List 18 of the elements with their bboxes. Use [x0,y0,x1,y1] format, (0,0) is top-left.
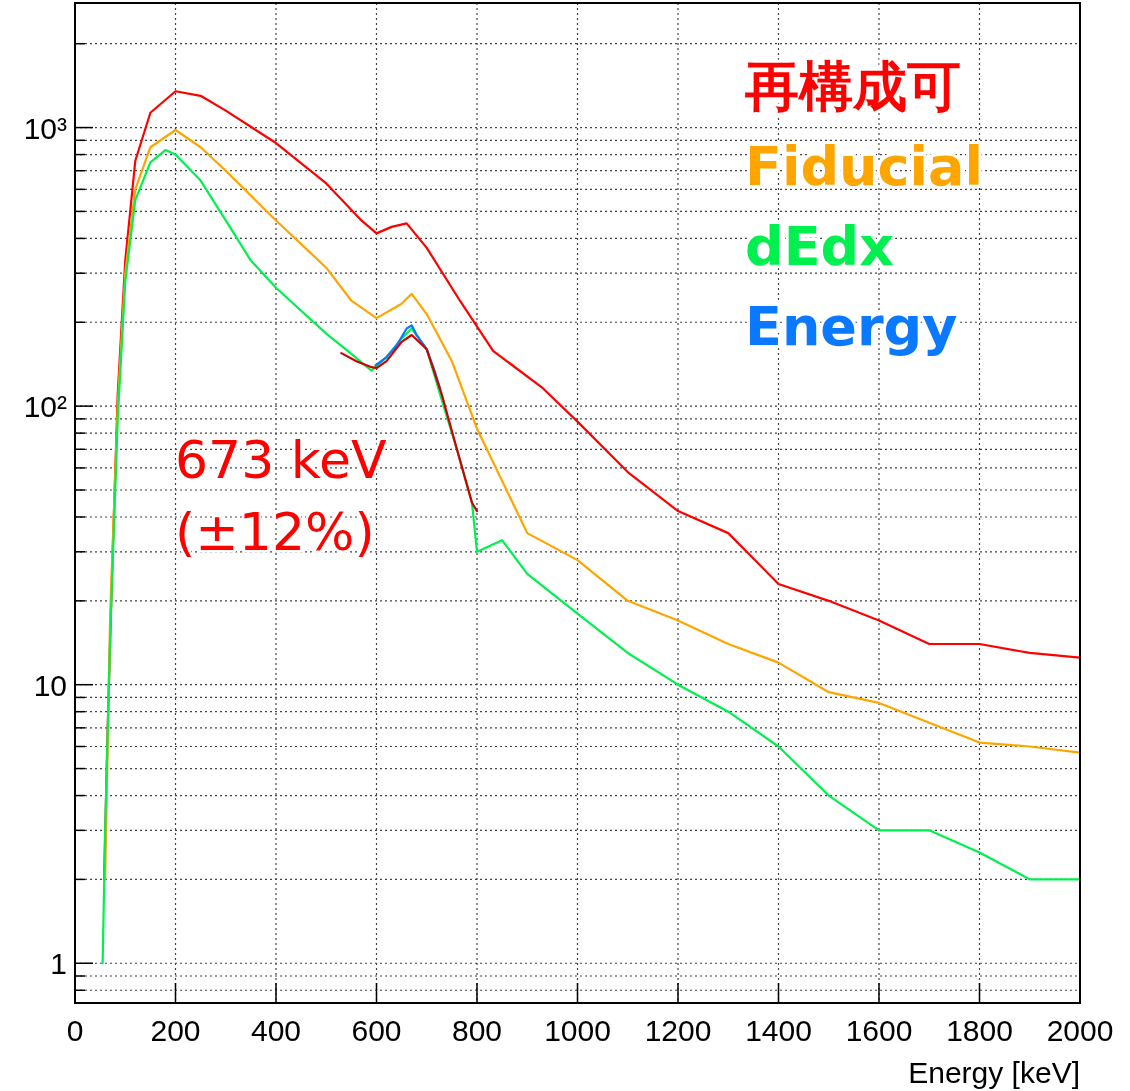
y-tick-label: 10 [33,668,67,702]
x-tick-label: 2000 [1046,1014,1114,1047]
x-tick-label: 800 [451,1014,503,1047]
x-tick-label: 1400 [745,1014,812,1047]
x-tick-label: 0 [66,1014,84,1047]
legend: 再構成可 Fiducial dEdx Energy [745,55,983,358]
x-tick-label: 1200 [644,1014,712,1047]
y-tick-label: 1 [50,947,67,981]
x-tick-label: 200 [150,1014,201,1047]
x-tick-label: 400 [250,1014,302,1047]
x-tick-label: 1600 [845,1014,913,1047]
x-tick-label: 1000 [544,1014,611,1047]
y-tick-label: 10² [23,390,68,424]
x-tick-label: 600 [351,1014,402,1047]
y-tick-label: 10³ [23,111,68,145]
annotation: 673 keV (±12%) [175,430,388,562]
x-tick-label: 1800 [946,1014,1013,1047]
x-axis-title: Energy [keV] [908,1056,1080,1089]
